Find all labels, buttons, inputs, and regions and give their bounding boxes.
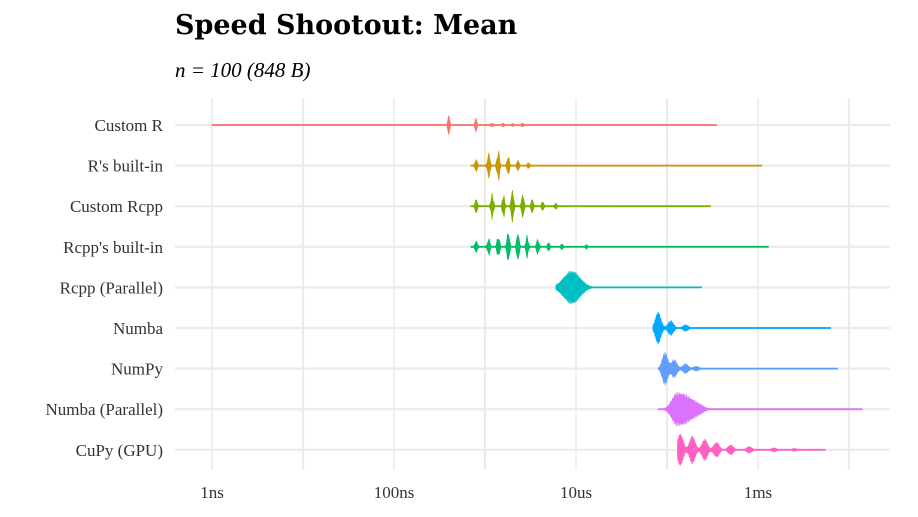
- y-tick-label: Custom Rcpp: [70, 197, 163, 216]
- chart-title: Speed Shootout: Mean: [175, 10, 518, 41]
- x-tick-label: 1ms: [744, 483, 772, 502]
- y-tick-labels: Custom R R's built-in Custom Rcpp Rcpp's bu…: [45, 116, 163, 460]
- violin-numba: [652, 310, 831, 346]
- violin-layer: [211, 115, 863, 467]
- grid-lines: [175, 98, 890, 470]
- violin-rcpp-s-built-in: [470, 233, 769, 261]
- y-tick-label: Rcpp (Parallel): [60, 278, 163, 297]
- x-tick-label: 100ns: [374, 483, 415, 502]
- y-tick-label: Rcpp's built-in: [63, 238, 163, 257]
- violin-numpy: [657, 351, 838, 386]
- y-tick-label: NumPy: [111, 360, 163, 379]
- violin-rcpp-parallel-: [555, 270, 702, 305]
- violin-cupy-gpu-: [677, 433, 826, 467]
- violin-r-s-built-in: [470, 150, 763, 181]
- chart-subtitle: n = 100 (848 B): [175, 58, 311, 82]
- violin-custom-rcpp: [470, 189, 711, 223]
- x-tick-labels: 1ns 100ns 10us 1ms: [200, 483, 772, 502]
- violin-custom-r: [211, 115, 717, 135]
- x-tick-label: 1ns: [200, 483, 224, 502]
- violin-numba-parallel-: [657, 392, 863, 427]
- y-tick-label: R's built-in: [88, 157, 164, 176]
- y-tick-label: Numba (Parallel): [45, 400, 163, 419]
- y-tick-label: CuPy (GPU): [76, 441, 163, 460]
- y-tick-label: Numba: [113, 319, 164, 338]
- x-tick-label: 10us: [560, 483, 592, 502]
- y-tick-label: Custom R: [95, 116, 164, 135]
